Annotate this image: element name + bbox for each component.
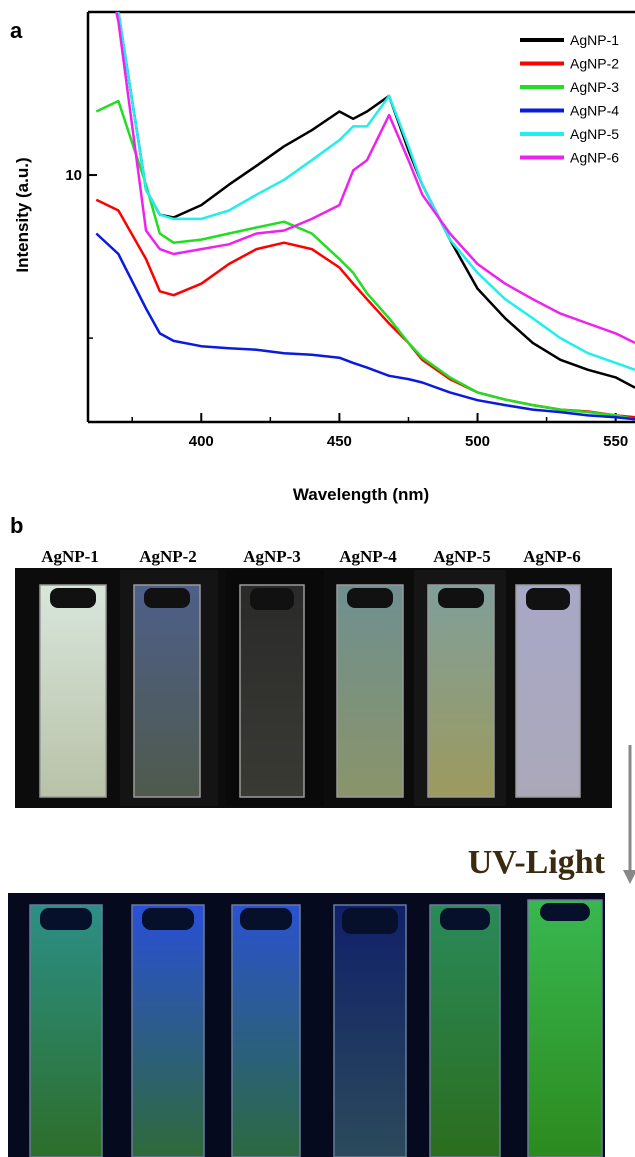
photo-daylight <box>15 568 612 808</box>
sample-label: AgNP-3 <box>243 547 301 566</box>
series-lines <box>95 12 635 421</box>
x-axis-label: Wavelength (nm) <box>293 485 429 504</box>
photo-uv <box>8 893 605 1157</box>
legend-label: AgNP-5 <box>570 126 619 142</box>
legend-label: AgNP-4 <box>570 103 619 119</box>
series-line <box>95 99 635 421</box>
series-line <box>115 12 635 345</box>
legend-label: AgNP-1 <box>570 32 619 48</box>
plot: 400 450 500 550 10 AgNP-1 AgNP-2 AgNP-3 AgNP-4 Ag… <box>65 10 635 450</box>
legend-label: AgNP-6 <box>570 150 619 166</box>
sample-labels: AgNP-1 AgNP-2 AgNP-3 AgNP-4 AgNP-5 AgNP-6 <box>41 547 581 566</box>
sample-label: AgNP-6 <box>523 547 581 566</box>
legend-label: AgNP-3 <box>570 79 619 95</box>
y-tick-label: 10 <box>65 167 82 184</box>
uv-label: UV-Light <box>468 844 606 881</box>
series-line <box>117 12 635 389</box>
sample-label: AgNP-5 <box>433 547 491 566</box>
series-line <box>117 12 635 371</box>
sample-label: AgNP-1 <box>41 547 99 566</box>
sample-label: AgNP-4 <box>339 547 397 566</box>
x-tick-label: 450 <box>327 433 352 450</box>
panel-label: b <box>10 513 23 538</box>
legend-label: AgNP-2 <box>570 56 619 72</box>
arrow <box>623 745 635 884</box>
x-tick-label: 550 <box>603 433 628 450</box>
y-axis-label: Intensity (a.u.) <box>13 157 32 272</box>
series-line <box>95 232 635 421</box>
x-tick-label: 400 <box>189 433 214 450</box>
series-line <box>95 198 635 419</box>
sample-label: AgNP-2 <box>139 547 197 566</box>
panel-label: a <box>10 18 23 43</box>
x-tick-label: 500 <box>465 433 490 450</box>
